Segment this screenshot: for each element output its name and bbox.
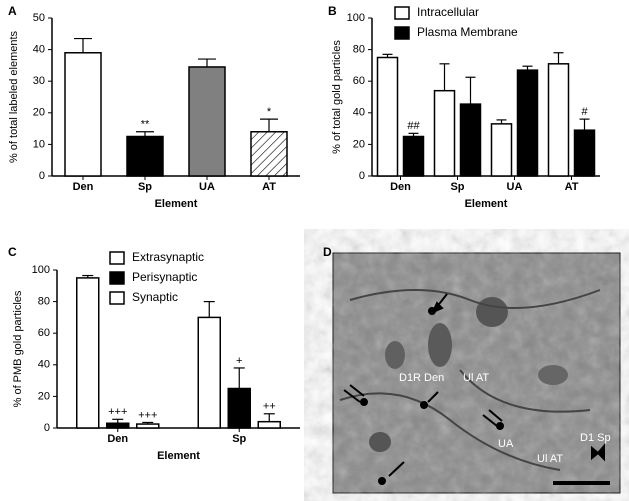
x-tick-label: Den	[390, 181, 411, 193]
annotation: #	[581, 106, 588, 118]
x-tick-label: Den	[107, 433, 128, 445]
em-label: D1R Den	[399, 372, 444, 384]
y-tick-label: 40	[33, 44, 45, 56]
legend-label: Synaptic	[132, 290, 178, 304]
legend-swatch	[394, 6, 410, 20]
panel-label: D	[323, 245, 332, 259]
bar	[376, 56, 399, 177]
legend-label: Plasma Membrane	[417, 25, 518, 39]
bar	[64, 52, 102, 177]
bar	[76, 277, 100, 429]
y-tick-label: 10	[33, 138, 45, 150]
y-tick-label: 20	[33, 107, 45, 119]
annotation: +	[236, 355, 242, 367]
em-label: Ul AT	[537, 453, 563, 465]
x-tick-label: UA	[199, 181, 215, 193]
bar	[126, 135, 164, 177]
x-tick-label: Sp	[450, 181, 464, 193]
x-axis-label: Element	[155, 198, 198, 210]
x-axis-label: Element	[465, 198, 508, 210]
y-axis-label: % of total gold particles	[331, 40, 343, 154]
legend-swatch	[109, 271, 125, 285]
x-tick-label: Sp	[138, 181, 152, 193]
legend-swatch	[109, 291, 125, 305]
x-tick-label: Sp	[232, 433, 246, 445]
em-image: D1R Den Ul AT UA Ul AT D1 Sp	[332, 252, 621, 494]
y-tick-label: 50	[33, 12, 45, 24]
bar	[573, 129, 596, 177]
bar	[433, 89, 456, 177]
y-tick-label: 80	[38, 296, 50, 308]
y-tick-label: 0	[39, 170, 45, 182]
legend-label: Intracellular	[417, 5, 479, 19]
em-label: Ul AT	[463, 372, 489, 384]
annotation: ##	[407, 120, 420, 132]
legend-swatch	[109, 251, 125, 265]
bar	[197, 316, 221, 429]
bar	[188, 66, 226, 177]
legend-label: Perisynaptic	[132, 270, 197, 284]
y-tick-label: 40	[38, 359, 50, 371]
bar	[227, 387, 251, 429]
y-axis-label: % of total labeled elements	[8, 30, 20, 163]
x-tick-label: Den	[73, 181, 94, 193]
em-label: D1 Sp	[580, 432, 611, 444]
bar	[106, 422, 130, 429]
bar	[257, 420, 281, 429]
x-tick-label: AT	[565, 181, 579, 193]
legend-label: Extrasynaptic	[132, 250, 204, 264]
legend-swatch	[394, 26, 410, 40]
y-axis-label: % of PMB gold particles	[12, 290, 24, 407]
annotation: *	[267, 106, 272, 118]
x-axis-label: Element	[157, 450, 200, 462]
bar	[402, 135, 425, 177]
panel-label: A	[8, 4, 17, 18]
y-tick-label: 20	[38, 390, 50, 402]
y-tick-label: 100	[347, 12, 365, 24]
bar	[516, 69, 539, 177]
y-tick-label: 60	[38, 327, 50, 339]
bar	[459, 103, 482, 177]
y-tick-label: 0	[44, 422, 50, 434]
panel-label: B	[328, 4, 337, 18]
annotation: +++	[108, 406, 127, 418]
panel-label: C	[8, 245, 17, 259]
bar	[490, 123, 513, 177]
y-tick-label: 30	[33, 75, 45, 87]
y-tick-label: 40	[353, 107, 365, 119]
bar	[547, 63, 570, 177]
annotation: **	[141, 119, 150, 131]
annotation: +++	[138, 409, 157, 421]
y-tick-label: 80	[353, 44, 365, 56]
em-label: UA	[498, 438, 514, 450]
y-tick-label: 100	[32, 264, 50, 276]
annotation: ++	[263, 401, 276, 413]
y-tick-label: 60	[353, 75, 365, 87]
x-tick-label: AT	[262, 181, 276, 193]
y-tick-label: 20	[353, 138, 365, 150]
x-tick-label: UA	[507, 181, 523, 193]
bar	[136, 423, 160, 429]
bar	[250, 131, 288, 177]
y-tick-label: 0	[359, 170, 365, 182]
